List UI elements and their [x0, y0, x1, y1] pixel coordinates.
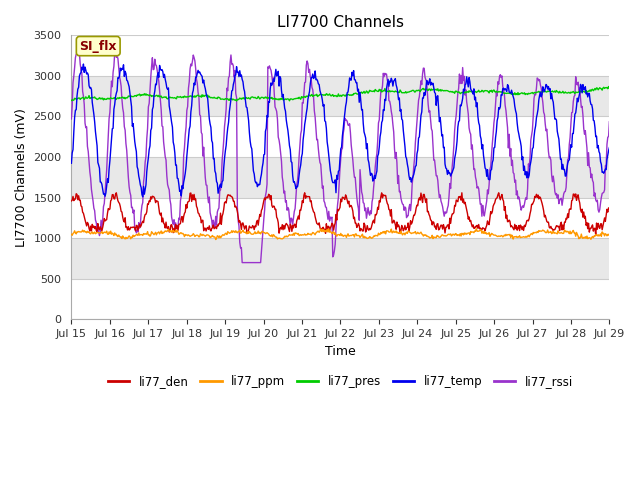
Bar	[72, 117, 609, 157]
Bar	[72, 36, 609, 76]
Bar	[72, 76, 609, 117]
Y-axis label: LI7700 Channels (mV): LI7700 Channels (mV)	[15, 108, 28, 247]
Text: SI_flx: SI_flx	[79, 39, 117, 53]
Legend: li77_den, li77_ppm, li77_pres, li77_temp, li77_rssi: li77_den, li77_ppm, li77_pres, li77_temp…	[103, 371, 577, 393]
Title: LI7700 Channels: LI7700 Channels	[277, 15, 404, 30]
Bar	[72, 198, 609, 238]
Bar	[72, 238, 609, 279]
X-axis label: Time: Time	[325, 345, 356, 358]
Bar	[72, 279, 609, 319]
Bar	[72, 157, 609, 198]
